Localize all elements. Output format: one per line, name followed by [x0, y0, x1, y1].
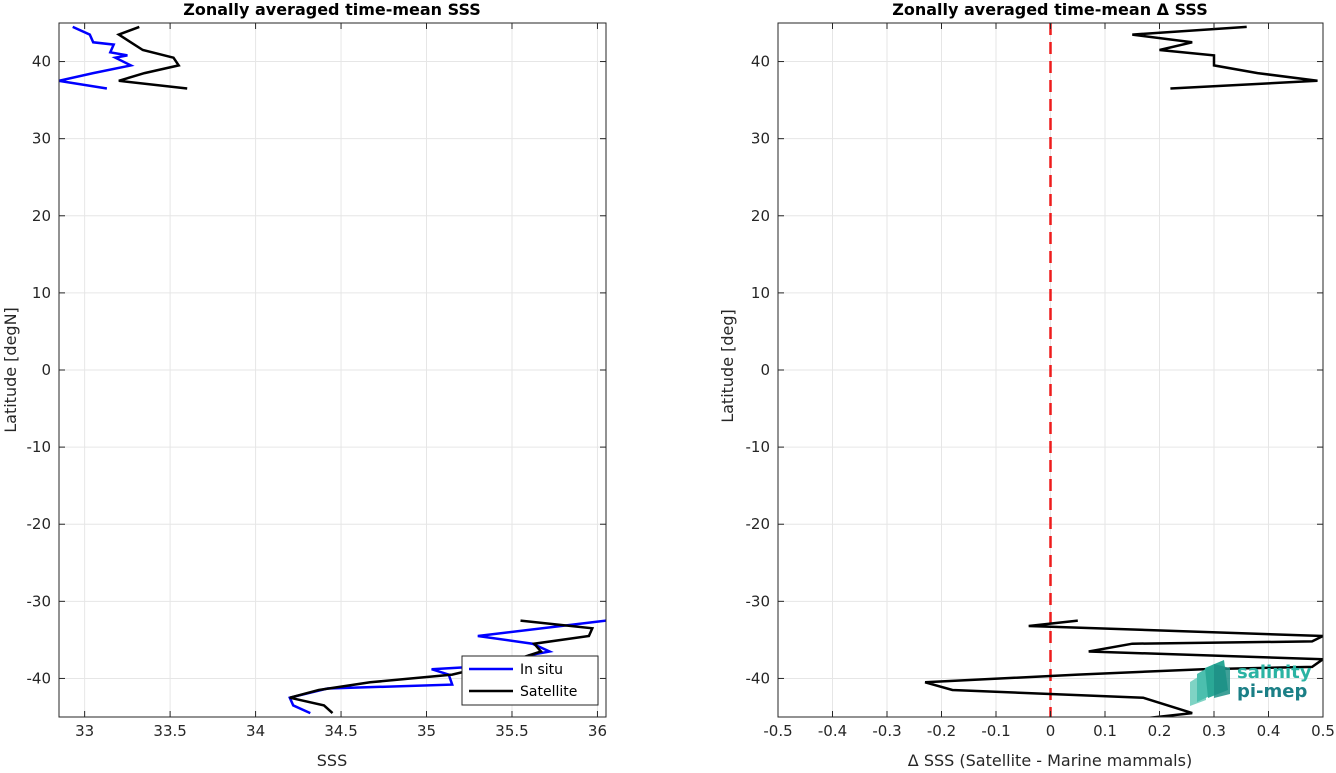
left-satellite-line-segment-1: [116, 25, 188, 90]
right-y-tick-label: -40: [746, 669, 771, 687]
left-x-tick-label: 36: [588, 722, 607, 740]
right-y-tick-label: 20: [751, 207, 770, 225]
right-x-tick-label: 0.5: [1311, 722, 1335, 740]
left-x-tick-label: 34.5: [324, 722, 357, 740]
left-x-tick-label: 35.5: [495, 722, 528, 740]
right-x-tick-label: 0.1: [1093, 722, 1117, 740]
legend-label-satellite: Satellite: [520, 684, 577, 700]
right-x-tick-label: 0.3: [1202, 722, 1226, 740]
left-panel: 33 33.5 34 34.5 35 35.5 36 -40 -30 -20 -10 0 10 20 30 4…: [1, 0, 607, 770]
right-y-tick-label: 30: [751, 130, 770, 148]
right-delta-sss-line-segment-1: [1132, 25, 1318, 90]
legend-label-in-situ: In situ: [520, 662, 563, 678]
left-y-tick-label: -10: [27, 438, 52, 456]
right-x-tick-label: 0.4: [1257, 722, 1281, 740]
salinity-pi-mep-logo: salinity pi-mep: [1190, 660, 1312, 706]
right-x-tick-label: -0.1: [981, 722, 1010, 740]
right-chart-title: Zonally averaged time-mean Δ SSS: [892, 0, 1208, 19]
left-y-tick-label: -40: [27, 669, 52, 687]
left-y-tick-label: 10: [32, 284, 51, 302]
right-x-tick-label: 0.2: [1148, 722, 1172, 740]
left-in-situ-line-segment-1: [59, 25, 135, 90]
right-y-tick-label: 0: [760, 361, 770, 379]
right-x-tick-label: -0.5: [763, 722, 792, 740]
left-x-tick-label: 34: [246, 722, 265, 740]
left-y-tick-label: -20: [27, 515, 52, 533]
right-x-tick-label: -0.4: [818, 722, 847, 740]
right-x-tick-label: -0.2: [927, 722, 956, 740]
logo-text-pi-mep: pi-mep: [1237, 681, 1307, 702]
left-ticks: 33 33.5 34 34.5 35 35.5 36 -40 -30 -20 -10 0 10 20 30 4…: [27, 23, 607, 740]
left-x-axis-label: SSS: [317, 751, 347, 769]
left-y-tick-label: 30: [32, 130, 51, 148]
right-y-tick-label: -10: [746, 438, 771, 456]
left-chart-title: Zonally averaged time-mean SSS: [183, 0, 481, 19]
right-series-group: [924, 25, 1323, 717]
left-grid: [59, 23, 606, 717]
right-x-tick-label: 0: [1046, 722, 1056, 740]
right-y-axis-label: Latitude [deg]: [718, 309, 737, 423]
right-y-tick-label: -30: [746, 592, 771, 610]
left-y-axis-label: Latitude [degN]: [1, 307, 20, 433]
right-delta-sss-line-segment-2: [924, 619, 1323, 717]
legend: In situ Satellite: [461, 655, 599, 706]
right-y-tick-label: -20: [746, 515, 771, 533]
left-y-tick-label: -30: [27, 592, 52, 610]
logo-text-salinity: salinity: [1237, 662, 1312, 683]
right-x-axis-label: Δ SSS (Satellite - Marine mammals): [908, 751, 1192, 769]
left-y-tick-label: 20: [32, 207, 51, 225]
legend-box: [461, 655, 599, 706]
right-ticks: -0.5 -0.4 -0.3 -0.2 -0.1 0 0.1 0.2 0.3 0.4 0.5 -40 -…: [746, 23, 1335, 740]
right-y-tick-label: 10: [751, 284, 770, 302]
right-y-tick-label: 40: [751, 53, 770, 71]
right-x-tick-label: -0.3: [872, 722, 901, 740]
left-x-tick-label: 35: [417, 722, 436, 740]
logo-mark-icon: [1190, 660, 1230, 706]
left-x-tick-label: 33: [75, 722, 94, 740]
left-x-tick-label: 33.5: [153, 722, 186, 740]
left-y-tick-label: 0: [41, 361, 51, 379]
left-y-tick-label: 40: [32, 53, 51, 71]
right-panel: -0.5 -0.4 -0.3 -0.2 -0.1 0 0.1 0.2 0.3 0.4 0.5 -40 -…: [718, 0, 1335, 770]
